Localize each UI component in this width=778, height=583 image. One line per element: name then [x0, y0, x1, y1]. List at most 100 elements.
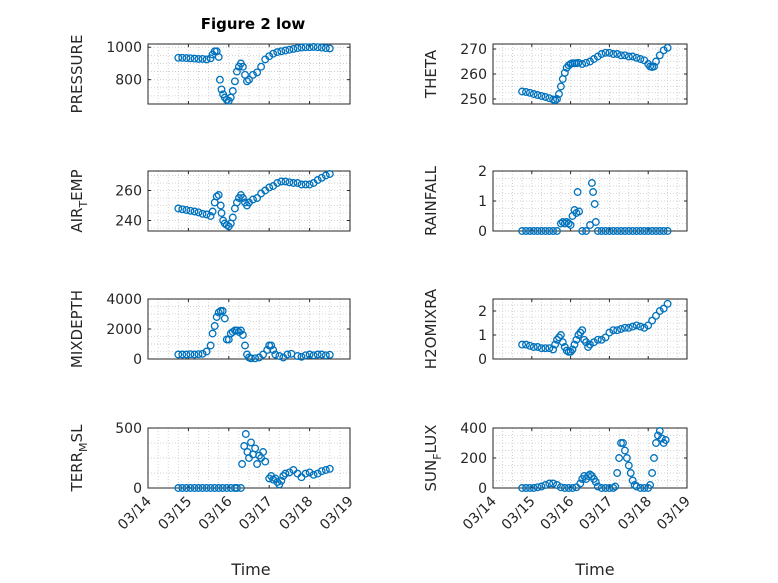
- y-axis-label: PRESSURE: [68, 35, 86, 114]
- figure-title: Figure 2 low: [201, 15, 306, 33]
- data-point: [650, 62, 658, 71]
- data-point: [553, 481, 561, 489]
- data-point: [617, 325, 625, 333]
- data-point: [609, 227, 618, 235]
- data-point: [232, 326, 241, 335]
- data-point: [194, 208, 203, 217]
- data-point: [586, 470, 594, 479]
- y-tick-label: 4000: [106, 292, 142, 308]
- data-point: [522, 484, 530, 492]
- data-point: [301, 43, 310, 52]
- data-point: [228, 213, 237, 222]
- data-point: [190, 54, 199, 63]
- data-point: [545, 227, 554, 235]
- data-point: [273, 179, 282, 187]
- y-tick-label: 1: [478, 328, 487, 344]
- data-point: [551, 340, 560, 349]
- data-point: [529, 484, 538, 492]
- data-point: [194, 54, 203, 63]
- data-point: [236, 484, 245, 492]
- data-point: [218, 484, 227, 492]
- x-tick-label: 03/14: [115, 493, 155, 533]
- x-tick-label: 03/17: [576, 494, 616, 534]
- data-point: [309, 42, 318, 51]
- y-tick-label: 2000: [106, 322, 142, 338]
- y-axis-label-main: PRESSURE: [68, 35, 86, 114]
- data-point: [206, 54, 215, 63]
- data-point: [317, 350, 326, 359]
- y-axis-label-subscript: T: [77, 201, 90, 209]
- data-point: [648, 316, 657, 325]
- data-point: [232, 198, 241, 207]
- data-point: [663, 299, 672, 308]
- data-point: [194, 350, 203, 359]
- data-point: [591, 218, 600, 226]
- data-point: [285, 178, 294, 187]
- data-point: [525, 227, 534, 235]
- data-point: [206, 212, 215, 220]
- data-point: [591, 478, 600, 486]
- data-point: [655, 427, 664, 435]
- data-point: [590, 200, 599, 208]
- data-point: [279, 472, 288, 480]
- data-point: [655, 51, 664, 60]
- plot-frame: [492, 298, 688, 360]
- data-point: [238, 331, 247, 339]
- data-point: [525, 88, 534, 97]
- data-point: [518, 340, 527, 349]
- data-point: [182, 484, 191, 492]
- y-axis-label: AIRTEMP: [68, 169, 90, 232]
- data-point: [566, 221, 575, 229]
- y-axis-label-main: THETA: [422, 49, 440, 99]
- data-point: [537, 344, 546, 353]
- data-point: [301, 351, 310, 360]
- data-point: [230, 77, 239, 86]
- data-point: [541, 227, 550, 235]
- data-point: [648, 469, 657, 477]
- data-point: [285, 468, 294, 477]
- data-point: [269, 49, 278, 58]
- data-point: [210, 322, 219, 330]
- data-point: [289, 179, 298, 187]
- data-point: [253, 194, 262, 202]
- data-point: [575, 207, 584, 216]
- data-point: [214, 308, 223, 317]
- data-point: [305, 180, 314, 189]
- data-point: [529, 343, 538, 351]
- data-point: [605, 227, 614, 235]
- data-point: [632, 321, 641, 330]
- data-point: [313, 350, 322, 359]
- data-point: [533, 227, 542, 235]
- data-point: [238, 194, 247, 202]
- data-point: [601, 484, 610, 492]
- data-point: [198, 349, 207, 358]
- data-point: [652, 57, 660, 66]
- y-tick-label: 200: [460, 451, 487, 467]
- y-tick-label: 260: [460, 67, 487, 83]
- y-tick-label: 500: [115, 421, 142, 437]
- y-axis-label-subscript: M: [77, 442, 90, 452]
- data-point: [545, 479, 554, 488]
- data-point: [212, 192, 221, 201]
- data-point: [297, 473, 306, 482]
- air-temp-plot: 240 260 AIRTEMP: [68, 169, 351, 233]
- data-point: [619, 439, 627, 447]
- data-point: [564, 484, 573, 492]
- data-point: [601, 227, 610, 235]
- y-axis-label-main: MIXDEPTH: [68, 290, 86, 368]
- data-point: [605, 328, 614, 337]
- data-point: [597, 227, 606, 235]
- data-point: [321, 171, 330, 180]
- data-point: [174, 204, 183, 213]
- data-point: [582, 58, 591, 67]
- data-point: [198, 209, 207, 218]
- data-point: [206, 341, 215, 350]
- data-point: [541, 93, 550, 101]
- data-point: [609, 326, 618, 335]
- y-axis-label-suffix: EMP: [68, 169, 86, 200]
- data-point: [208, 207, 217, 216]
- data-point: [537, 227, 546, 235]
- data-point: [628, 322, 637, 331]
- data-point: [182, 54, 191, 63]
